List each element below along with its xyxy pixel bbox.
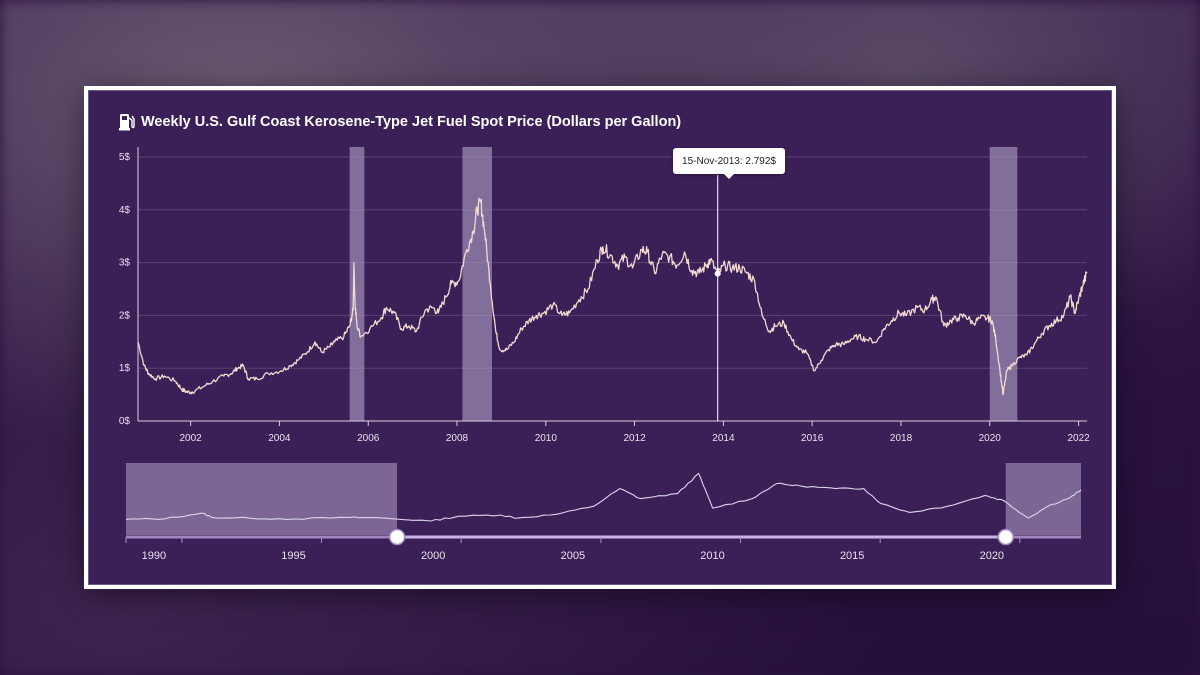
navigator-tick-label: 2005 [561, 550, 585, 562]
crosshair-tooltip: 15-Nov-2013: 2.792$ [673, 148, 785, 179]
chart-card: Weekly U.S. Gulf Coast Kerosene-Type Jet… [84, 86, 1116, 589]
y-tick-label: 0$ [119, 416, 131, 427]
x-tick-label: 2004 [268, 433, 291, 444]
navigator-mask-right [1005, 463, 1081, 535]
recession-band [462, 147, 492, 421]
x-tick-label: 2010 [535, 433, 558, 444]
y-tick-label: 3$ [119, 258, 131, 269]
chart-panel: Weekly U.S. Gulf Coast Kerosene-Type Jet… [88, 90, 1112, 585]
x-tick-label: 2002 [180, 433, 203, 444]
navigator-tick-label: 2020 [980, 550, 1004, 562]
chart-title: Weekly U.S. Gulf Coast Kerosene-Type Jet… [119, 111, 681, 133]
x-tick-label: 2018 [890, 433, 913, 444]
navigator-handle-left[interactable] [388, 528, 406, 546]
x-tick-label: 2022 [1067, 433, 1090, 444]
x-tick-label: 2020 [979, 433, 1002, 444]
x-tick-label: 2012 [623, 433, 646, 444]
navigator-tick-label: 1995 [281, 550, 305, 562]
price-chart[interactable]: 0$ 1$ 2$ 3$ 4$ 5$ 2002 2004 2006 2008 2010 2012 2014… [89, 91, 1111, 584]
x-tick-label: 2014 [712, 433, 735, 444]
navigator-tick-label: 2015 [840, 550, 864, 562]
fuel-pump-icon [119, 114, 135, 131]
navigator-tick-label: 1990 [142, 550, 166, 562]
recession-band [349, 147, 365, 421]
recession-band [989, 147, 1018, 421]
y-tick-label: 4$ [119, 205, 131, 216]
navigator-tick-label: 2010 [700, 550, 724, 562]
x-tick-label: 2008 [446, 433, 469, 444]
navigator-series-line [125, 472, 1082, 522]
navigator-mask-left [126, 463, 398, 535]
chart-title-text: Weekly U.S. Gulf Coast Kerosene-Type Jet… [141, 114, 682, 130]
price-series-line [137, 197, 1088, 396]
crosshair-point [714, 270, 721, 277]
y-tick-label: 5$ [119, 152, 131, 163]
x-tick-label: 2016 [801, 433, 824, 444]
y-tick-label: 2$ [119, 310, 131, 321]
y-tick-label: 1$ [119, 363, 131, 374]
navigator-tick-label: 2000 [421, 550, 445, 562]
navigator-handle-right[interactable] [997, 528, 1015, 546]
x-tick-label: 2006 [357, 433, 380, 444]
